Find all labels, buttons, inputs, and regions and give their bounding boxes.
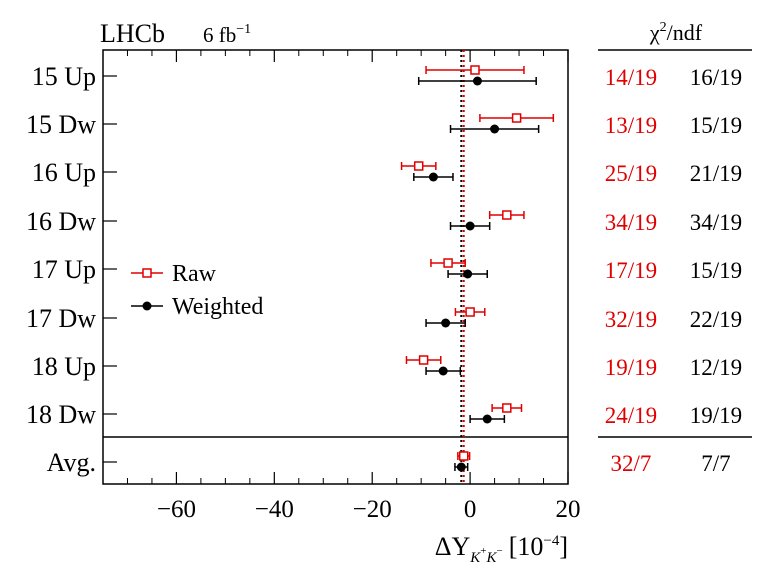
category-label: 16 Dw [26, 207, 96, 236]
raw-chi2-value: 32/19 [605, 307, 657, 332]
legend-raw-label: Raw [172, 261, 217, 287]
weighted-point [456, 462, 466, 472]
legend-weighted-marker [142, 301, 152, 311]
weighted-point [482, 414, 492, 424]
category-label: Avg. [47, 448, 96, 477]
raw-chi2-value: 17/19 [605, 258, 657, 283]
weighted-chi2-value: 16/19 [690, 65, 742, 90]
raw-chi2-value: 34/19 [605, 210, 657, 235]
raw-chi2-value: 13/19 [605, 113, 657, 138]
category-label: 16 Up [32, 158, 96, 187]
weighted-chi2-value: 15/19 [690, 113, 742, 138]
raw-chi2-value: 14/19 [605, 65, 657, 90]
x-tick-label: −20 [353, 496, 392, 523]
x-tick-label: 20 [556, 496, 581, 523]
weighted-chi2-value: 7/7 [701, 451, 730, 476]
raw-point [470, 65, 480, 75]
raw-chi2-value: 25/19 [605, 161, 657, 186]
luminosity-label: 6 fb−1 [203, 22, 251, 47]
weighted-chi2-value: 21/19 [690, 161, 742, 186]
category-label: 15 Dw [26, 110, 96, 139]
weighted-chi2-value: 12/19 [690, 355, 742, 380]
weighted-point [438, 366, 448, 376]
legend-raw-marker [142, 268, 152, 278]
weighted-point [465, 221, 475, 231]
raw-chi2-value: 19/19 [605, 355, 657, 380]
weighted-point [428, 172, 438, 182]
x-tick-label: 0 [464, 496, 477, 523]
weighted-chi2-value: 34/19 [690, 210, 742, 235]
weighted-chi2-value: 22/19 [690, 307, 742, 332]
legend: Raw Weighted [131, 261, 263, 320]
plot-frame [102, 49, 569, 485]
x-tick-label: −40 [255, 496, 294, 523]
x-axis-label: ΔYK+K− [10−4] [435, 532, 568, 566]
weighted-chi2-value: 19/19 [690, 403, 742, 428]
chi2-header: χ2/ndf [649, 20, 703, 45]
x-tick-label: −60 [157, 496, 196, 523]
weighted-point [472, 76, 482, 86]
experiment-label: LHCb [100, 19, 165, 48]
category-label: 17 Dw [26, 304, 96, 333]
raw-chi2-value: 24/19 [605, 403, 657, 428]
weighted-point [463, 269, 473, 279]
raw-point [413, 161, 424, 171]
category-label: 18 Dw [26, 400, 96, 429]
raw-point [511, 113, 522, 123]
weighted-point [441, 318, 451, 328]
category-label: 17 Up [32, 255, 96, 284]
category-label: 18 Up [32, 352, 96, 381]
raw-chi2-value: 32/7 [611, 451, 652, 476]
raw-point [443, 258, 453, 268]
raw-point [465, 307, 475, 317]
raw-point [502, 403, 512, 413]
raw-point [502, 210, 512, 220]
weighted-point [490, 124, 500, 134]
legend-weighted-label: Weighted [172, 294, 263, 320]
raw-point [418, 355, 429, 365]
weighted-chi2-value: 15/19 [690, 258, 742, 283]
category-label: 15 Up [32, 62, 96, 91]
raw-point [458, 451, 469, 461]
